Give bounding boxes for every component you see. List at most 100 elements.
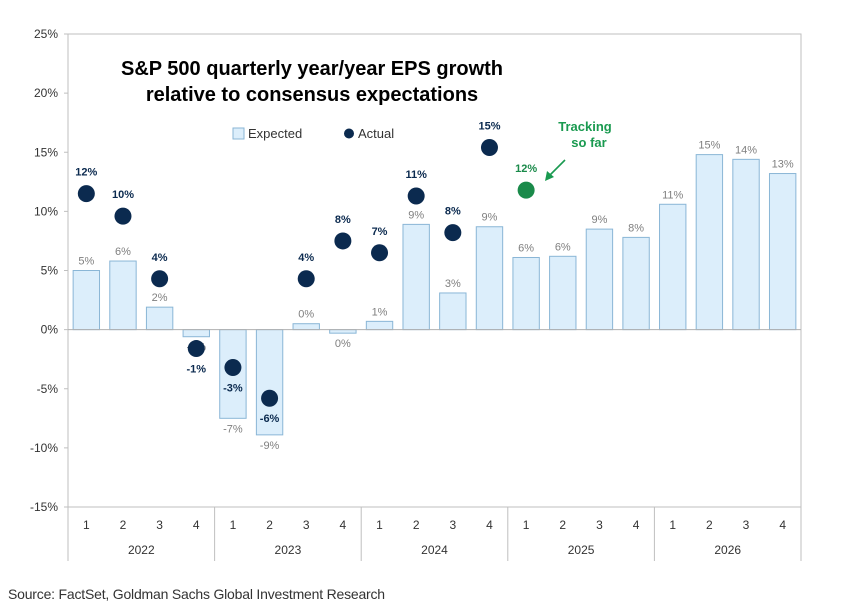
x-tick-label: 1 <box>230 518 237 532</box>
y-tick-label: 15% <box>34 145 58 159</box>
y-tick-label: 25% <box>34 27 58 41</box>
actual-dot <box>334 232 352 250</box>
expected-label: 0% <box>298 309 314 321</box>
x-tick-label: 3 <box>303 518 310 532</box>
x-tick-label: 2 <box>559 518 566 532</box>
x-tick-label: 4 <box>340 518 347 532</box>
source-note: Source: FactSet, Goldman Sachs Global In… <box>8 586 385 602</box>
x-tick-label: 4 <box>633 518 640 532</box>
x-tick-label: 3 <box>596 518 603 532</box>
year-label: 2025 <box>568 543 595 557</box>
expected-bar <box>732 158 760 331</box>
y-tick-label: 5% <box>41 264 59 278</box>
expected-bar <box>768 173 797 331</box>
expected-label: 3% <box>445 278 461 290</box>
expected-bar <box>475 226 504 331</box>
actual-label: -3% <box>223 382 243 394</box>
expected-bar <box>365 320 394 331</box>
x-tick-label: 2 <box>120 518 127 532</box>
expected-bar <box>292 323 320 331</box>
y-tick-label: -5% <box>37 382 59 396</box>
x-tick-label: 1 <box>523 518 530 532</box>
x-tick-label: 4 <box>486 518 493 532</box>
legend-expected-label: Expected <box>248 126 302 141</box>
expected-label: 9% <box>591 214 607 226</box>
tracking-arrow-head <box>545 171 554 181</box>
actual-dot <box>77 185 95 203</box>
expected-label: 9% <box>482 212 498 224</box>
expected-bar <box>622 236 650 331</box>
actual-label: 4% <box>152 252 168 264</box>
actual-dot <box>114 207 132 225</box>
x-tick-label: 3 <box>449 518 456 532</box>
expected-bar <box>439 292 467 331</box>
x-tick-label: 2 <box>266 518 273 532</box>
actual-dot <box>261 389 279 407</box>
actual-labels: 12% 10% 4% -1% -3% -6% 4% 8% 7% 11% 8% 15% 12% <box>75 121 537 426</box>
expected-bar <box>402 223 430 331</box>
expected-label: -9% <box>260 440 280 452</box>
expected-label: 11% <box>662 189 683 201</box>
expected-label: 2% <box>152 292 168 304</box>
expected-label: 1% <box>372 306 388 318</box>
expected-bar <box>72 270 101 331</box>
expected-label: 13% <box>772 159 794 171</box>
expected-bar <box>585 228 614 331</box>
expected-bar <box>512 256 540 331</box>
x-axis: 1 2 3 4 1 2 3 4 1 2 3 4 1 2 3 4 1 2 3 4 2022 2023 2024 2025 2026 <box>67 507 802 561</box>
y-tick-label: 0% <box>41 323 59 337</box>
actual-dot <box>480 139 498 157</box>
actual-label: 4% <box>298 252 314 264</box>
tracking-label-line1: Tracking <box>558 119 612 134</box>
actual-dot <box>187 340 205 358</box>
tracking-arrow-shaft <box>548 159 566 177</box>
expected-label: 5% <box>78 256 94 268</box>
expected-label: 6% <box>115 246 131 258</box>
x-tick-label: 1 <box>376 518 383 532</box>
x-tick-label: 4 <box>779 518 786 532</box>
tracking-label-line2: so far <box>571 135 606 150</box>
year-label: 2024 <box>421 543 448 557</box>
legend-expected-swatch <box>232 127 245 140</box>
year-label: 2026 <box>714 543 741 557</box>
expected-bar <box>549 255 577 331</box>
expected-label: 6% <box>518 242 534 254</box>
expected-label: 15% <box>698 140 720 152</box>
expected-bar <box>659 203 687 331</box>
x-tick-label: 4 <box>193 518 200 532</box>
expected-label: 14% <box>735 144 757 156</box>
actual-dot <box>444 224 462 242</box>
year-label: 2022 <box>128 543 155 557</box>
legend: Expected Actual <box>232 126 394 141</box>
actual-label: -1% <box>186 364 206 376</box>
y-tick-label: -15% <box>30 500 58 514</box>
x-tick-label: 2 <box>413 518 420 532</box>
actual-label: -6% <box>260 413 280 425</box>
actual-dot-highlight <box>517 181 535 199</box>
actual-label-highlight: 12% <box>515 163 537 175</box>
expected-bar <box>329 329 357 334</box>
expected-label: -7% <box>223 423 243 435</box>
actual-dot <box>151 270 169 288</box>
y-tick-label: 10% <box>34 204 58 218</box>
x-tick-label: 2 <box>706 518 713 532</box>
actual-dot <box>371 244 389 262</box>
chart-title-line1: S&P 500 quarterly year/year EPS growth <box>121 58 503 80</box>
x-tick-label: 1 <box>83 518 90 532</box>
actual-dots <box>77 139 535 407</box>
actual-label: 7% <box>372 226 388 238</box>
actual-label: 8% <box>335 214 351 226</box>
actual-label: 10% <box>112 189 134 201</box>
expected-label: 9% <box>408 209 424 221</box>
x-tick-label: 1 <box>669 518 676 532</box>
expected-bars <box>72 154 797 436</box>
actual-label: 15% <box>478 121 500 133</box>
y-axis: -15% -10% -5% 0% 5% 10% 15% 20% 25% <box>30 27 68 514</box>
legend-actual-label: Actual <box>358 126 394 141</box>
expected-bar <box>695 154 724 331</box>
legend-actual-marker <box>344 128 354 139</box>
actual-label: 12% <box>75 167 97 179</box>
expected-bar <box>145 306 174 331</box>
